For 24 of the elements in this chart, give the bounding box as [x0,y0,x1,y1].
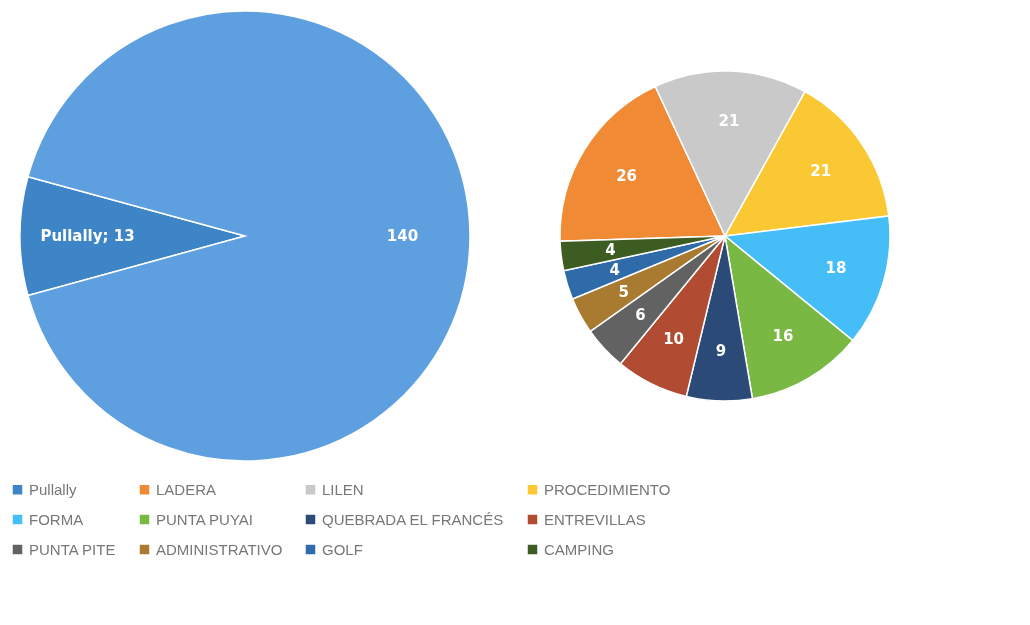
legend-label: PUNTA PITE [29,540,116,558]
legend-label: LILEN [322,480,364,498]
legend-label: GOLF [322,540,363,558]
data-label: Pullally; 13 [40,227,135,246]
legend-label: QUEBRADA EL FRANCÉS [322,510,504,528]
data-label: 16 [772,326,794,345]
legend-label: FORMA [29,510,84,528]
data-label: 140 [386,226,419,245]
legend-label: PUNTA PUYAI [156,510,253,528]
data-label: 4 [605,241,616,260]
legend-label: ENTREVILLAS [544,510,646,528]
data-label: 26 [616,166,638,185]
legend-label: Pullally [29,480,78,498]
data-label: 6 [635,305,646,324]
legend-label: PROCEDIMIENTO [544,480,671,498]
data-label: 10 [663,330,685,349]
data-label: 4 [609,261,620,280]
legend-label: ADMINISTRATIVO [156,540,283,558]
data-label: 18 [825,259,847,278]
data-label: 5 [618,282,630,301]
data-label: 21 [810,162,832,181]
legend-label: LADERA [156,480,217,498]
legend-label: CAMPING [544,540,615,558]
data-label: 9 [715,342,727,361]
